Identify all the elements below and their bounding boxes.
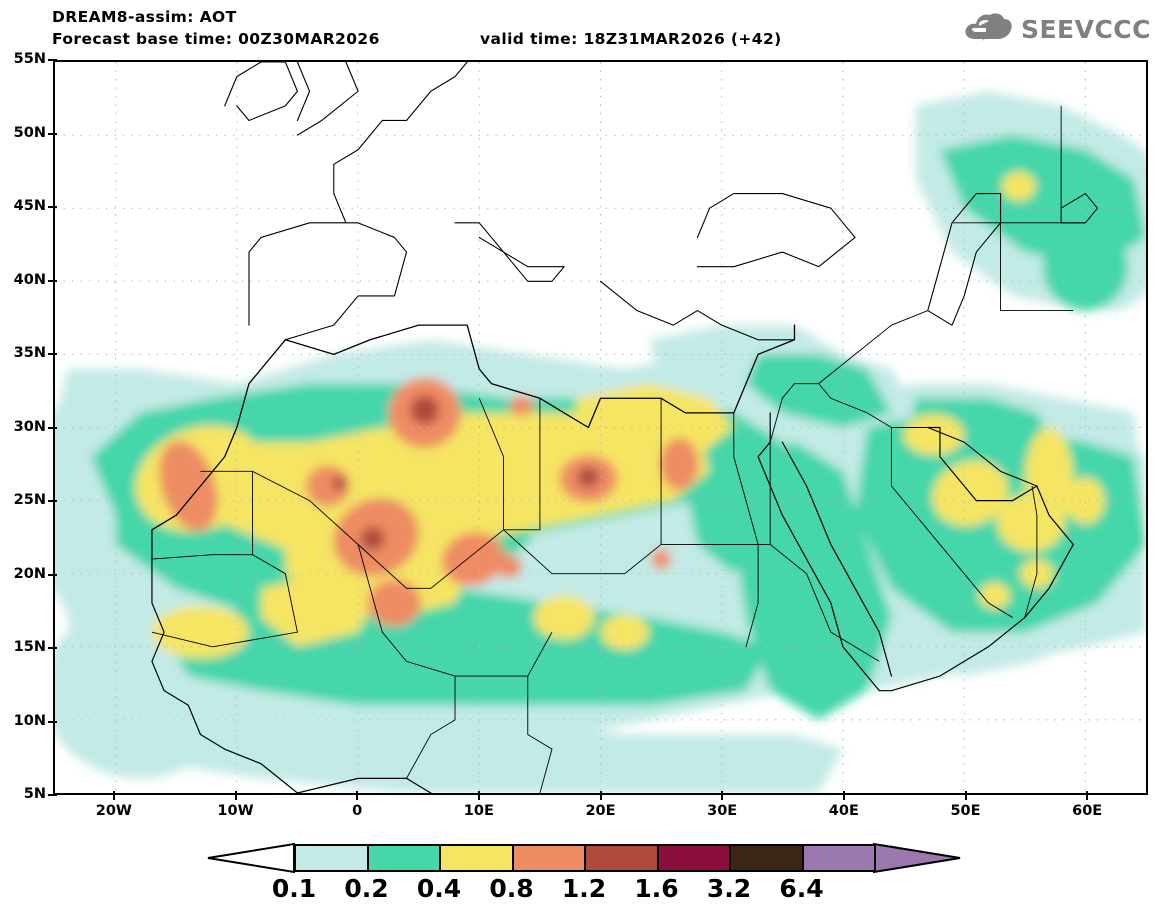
y-axis-tick-mark [48, 353, 57, 355]
y-axis-tick-label: 55N [13, 51, 46, 67]
colorbar-tick-label: 0.1 [271, 874, 317, 903]
cloud-wind-icon [962, 10, 1014, 48]
colorbar-tick-label: 6.4 [779, 874, 824, 903]
x-axis-tick-label: 10E [463, 803, 494, 819]
colorbar-cell[interactable] [729, 844, 804, 872]
y-axis-tick-label: 25N [13, 492, 46, 508]
valid-time-label: valid time: 18Z31MAR2026 (+42) [480, 30, 782, 48]
x-axis-tick-label: 20W [95, 803, 132, 819]
x-axis-tick-label: 40E [828, 803, 859, 819]
seevccc-logo: SEEVCCC [962, 8, 1151, 50]
x-axis-tick-mark [234, 791, 237, 800]
y-axis-tick-mark [48, 426, 57, 429]
colorbar-cell[interactable] [366, 844, 441, 872]
y-axis-tick-label: 45N [13, 198, 46, 214]
colorbar-tick-label: 1.6 [634, 874, 679, 903]
x-axis-tick-mark [721, 791, 724, 800]
x-axis-tick-mark [599, 791, 602, 800]
x-axis-tick-label: 20E [585, 803, 616, 819]
x-axis-tick-mark [477, 791, 480, 800]
x-axis-tick-mark [356, 791, 359, 800]
y-axis-tick-mark [48, 279, 57, 282]
y-axis-tick-label: 20N [13, 565, 46, 582]
colorbar-cell[interactable] [801, 844, 876, 872]
y-axis-tick-label: 15N [13, 639, 46, 655]
x-axis-tick-mark [842, 791, 845, 800]
map-plot-area[interactable] [53, 60, 1148, 795]
page-title: DREAM8-assim: AOT [52, 8, 237, 26]
logo-text: SEEVCCC [1020, 14, 1151, 44]
colorbar-cell[interactable] [511, 844, 586, 872]
colorbar-cell[interactable] [294, 844, 369, 872]
forecast-base-time-label: Forecast base time: 00Z30MAR2026 [52, 30, 380, 48]
chart-header: DREAM8-assim: AOT Forecast base time: 00… [0, 0, 1165, 58]
colorbar-tick-label: 0.2 [344, 874, 389, 903]
x-axis-tick-mark [964, 791, 967, 800]
y-axis-tick-mark [48, 500, 57, 502]
x-axis-tick-mark [112, 791, 115, 800]
colorbar-cell[interactable] [584, 844, 659, 872]
x-axis-tick-label: 10W [217, 803, 254, 819]
x-axis-tick-label: 0 [352, 803, 363, 819]
colorbar-tick-label: 0.4 [416, 874, 462, 903]
x-axis-tick-label: 30E [707, 803, 738, 819]
y-axis-tick-label: 35N [13, 345, 46, 361]
y-axis-tick-mark [48, 206, 57, 208]
y-axis-tick-mark [48, 647, 57, 649]
x-axis-tick-label: 50E [950, 803, 981, 819]
aot-heatmap-canvas [55, 62, 1146, 793]
y-axis-tick-label: 5N [23, 786, 46, 802]
y-axis-tick-label: 30N [13, 418, 46, 435]
colorbar[interactable]: 0.1 0.2 0.4 0.8 1.2 1.6 3.2 6.4 [0, 838, 1165, 903]
y-axis-tick-mark [48, 132, 57, 135]
colorbar-tick-label: 1.2 [561, 874, 607, 903]
y-axis-tick-label: 50N [13, 124, 46, 141]
colorbar-tick-label: 3.2 [706, 874, 752, 903]
y-axis-tick-label: 10N [13, 712, 46, 729]
x-axis-tick-mark [1086, 791, 1089, 800]
colorbar-cell[interactable] [656, 844, 731, 872]
colorbar-swatches[interactable] [208, 844, 960, 872]
y-axis-tick-mark [48, 720, 57, 723]
y-axis-tick-mark [48, 573, 57, 576]
y-axis-tick-mark [48, 794, 57, 796]
x-axis-tick-label: 60E [1072, 803, 1103, 819]
y-axis-tick-mark [48, 59, 57, 61]
colorbar-tick-label: 0.8 [489, 874, 534, 903]
y-axis-tick-label: 40N [13, 271, 46, 288]
colorbar-cell[interactable] [439, 844, 514, 872]
